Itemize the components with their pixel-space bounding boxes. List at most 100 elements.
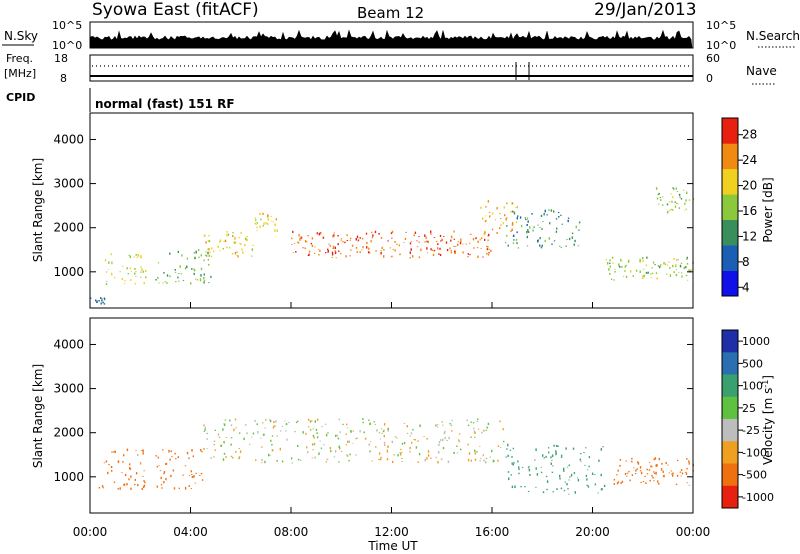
heatmap-cell	[485, 429, 487, 431]
heatmap-cell	[171, 456, 173, 458]
heatmap-cell	[655, 471, 657, 474]
colorbar-swatch	[722, 396, 738, 420]
heatmap-cell	[331, 252, 334, 256]
heatmap-cell	[673, 271, 675, 273]
heatmap-cell	[197, 249, 200, 252]
heatmap-cell	[255, 459, 257, 461]
heatmap-cell	[550, 462, 552, 465]
colorbar-swatch	[722, 419, 738, 442]
heatmap-cell	[651, 267, 653, 269]
heatmap-cell	[511, 204, 513, 205]
heatmap-cell	[234, 251, 237, 255]
heatmap-cell	[107, 269, 109, 270]
heatmap-cell	[194, 257, 196, 260]
heatmap-cell	[203, 234, 206, 237]
heatmap-cell	[123, 483, 125, 486]
heatmap-cell	[548, 209, 550, 211]
heatmap-cell	[207, 248, 209, 251]
heatmap-cell	[349, 453, 351, 456]
heatmap-cell	[662, 196, 664, 198]
heatmap-cell	[511, 462, 513, 465]
heatmap-cell	[217, 245, 219, 248]
heatmap-cell	[307, 254, 310, 256]
heatmap-cell	[370, 231, 373, 234]
heatmap-cell	[191, 474, 193, 475]
heatmap-cell	[158, 282, 160, 284]
heatmap-cell	[245, 237, 247, 240]
heatmap-cell	[110, 465, 113, 468]
heatmap-cell	[526, 245, 529, 247]
heatmap-cell	[440, 240, 442, 242]
heatmap-cell	[137, 254, 140, 257]
heatmap-cell	[469, 254, 471, 256]
heatmap-cell	[476, 420, 478, 423]
heatmap-cell	[614, 271, 616, 273]
heatmap-cell	[123, 454, 125, 457]
heatmap-cell	[577, 245, 580, 247]
heatmap-cell	[325, 433, 328, 437]
heatmap-cell	[393, 454, 395, 456]
heatmap-cell	[368, 419, 370, 421]
heatmap-cell	[218, 436, 221, 438]
heatmap-cell	[334, 250, 336, 252]
heatmap-cell	[469, 242, 471, 244]
heatmap-cell	[456, 452, 459, 454]
heatmap-cell	[645, 264, 647, 267]
heatmap-cell	[251, 436, 253, 438]
heatmap-cell	[257, 431, 259, 434]
heatmap-cell	[683, 266, 685, 270]
heatmap-cell	[199, 278, 202, 282]
heatmap-cell	[373, 421, 375, 423]
heatmap-cell	[256, 423, 258, 426]
colorbar-swatch	[722, 463, 738, 487]
heatmap-cell	[233, 241, 235, 244]
heatmap-cell	[640, 481, 642, 484]
heatmap-cell	[635, 473, 637, 475]
heatmap-cell	[516, 207, 518, 209]
heatmap-cell	[642, 275, 644, 278]
heatmap-cell	[462, 251, 464, 254]
heatmap-cell	[621, 480, 624, 483]
heatmap-cell	[594, 474, 596, 475]
heatmap-cell	[571, 232, 574, 234]
heatmap-cell	[213, 250, 215, 253]
heatmap-cell	[179, 265, 181, 268]
heatmap-cell	[513, 211, 515, 213]
heatmap-cell	[676, 202, 678, 204]
heatmap-cell	[510, 211, 512, 213]
heatmap-cell	[410, 241, 413, 242]
heatmap-cell	[511, 210, 514, 213]
heatmap-cell	[206, 433, 208, 434]
heatmap-cell	[98, 486, 101, 489]
heatmap-cell	[271, 435, 274, 437]
heatmap-cell	[401, 442, 404, 445]
heatmap-cell	[327, 248, 329, 251]
heatmap-cell	[669, 201, 671, 203]
heatmap-cell	[111, 470, 113, 472]
heatmap-cell	[419, 424, 421, 428]
heatmap-cell	[540, 214, 543, 217]
heatmap-cell	[117, 460, 120, 464]
heatmap-cell	[612, 262, 614, 264]
colorbar-tick-label: 16	[742, 204, 757, 218]
heatmap-cell	[110, 253, 112, 256]
heatmap-cell	[157, 276, 159, 279]
heatmap-cell	[355, 247, 358, 249]
power-colorbar-label: Power [dB]	[761, 177, 775, 242]
heatmap-cell	[504, 214, 506, 217]
heatmap-cell	[207, 240, 210, 242]
heatmap-cell	[532, 230, 534, 232]
heatmap-cell	[346, 240, 348, 241]
heatmap-cell	[161, 487, 163, 489]
heatmap-cell	[453, 230, 455, 233]
heatmap-cell	[500, 447, 502, 449]
heatmap-cell	[391, 440, 393, 444]
heatmap-cell	[371, 460, 373, 462]
heatmap-cell	[600, 448, 602, 451]
heatmap-cell	[470, 459, 472, 462]
heatmap-cell	[182, 474, 184, 476]
heatmap-cell	[155, 279, 157, 281]
heatmap-cell	[600, 488, 603, 491]
heatmap-cell	[568, 464, 570, 467]
heatmap-cell	[467, 253, 469, 255]
